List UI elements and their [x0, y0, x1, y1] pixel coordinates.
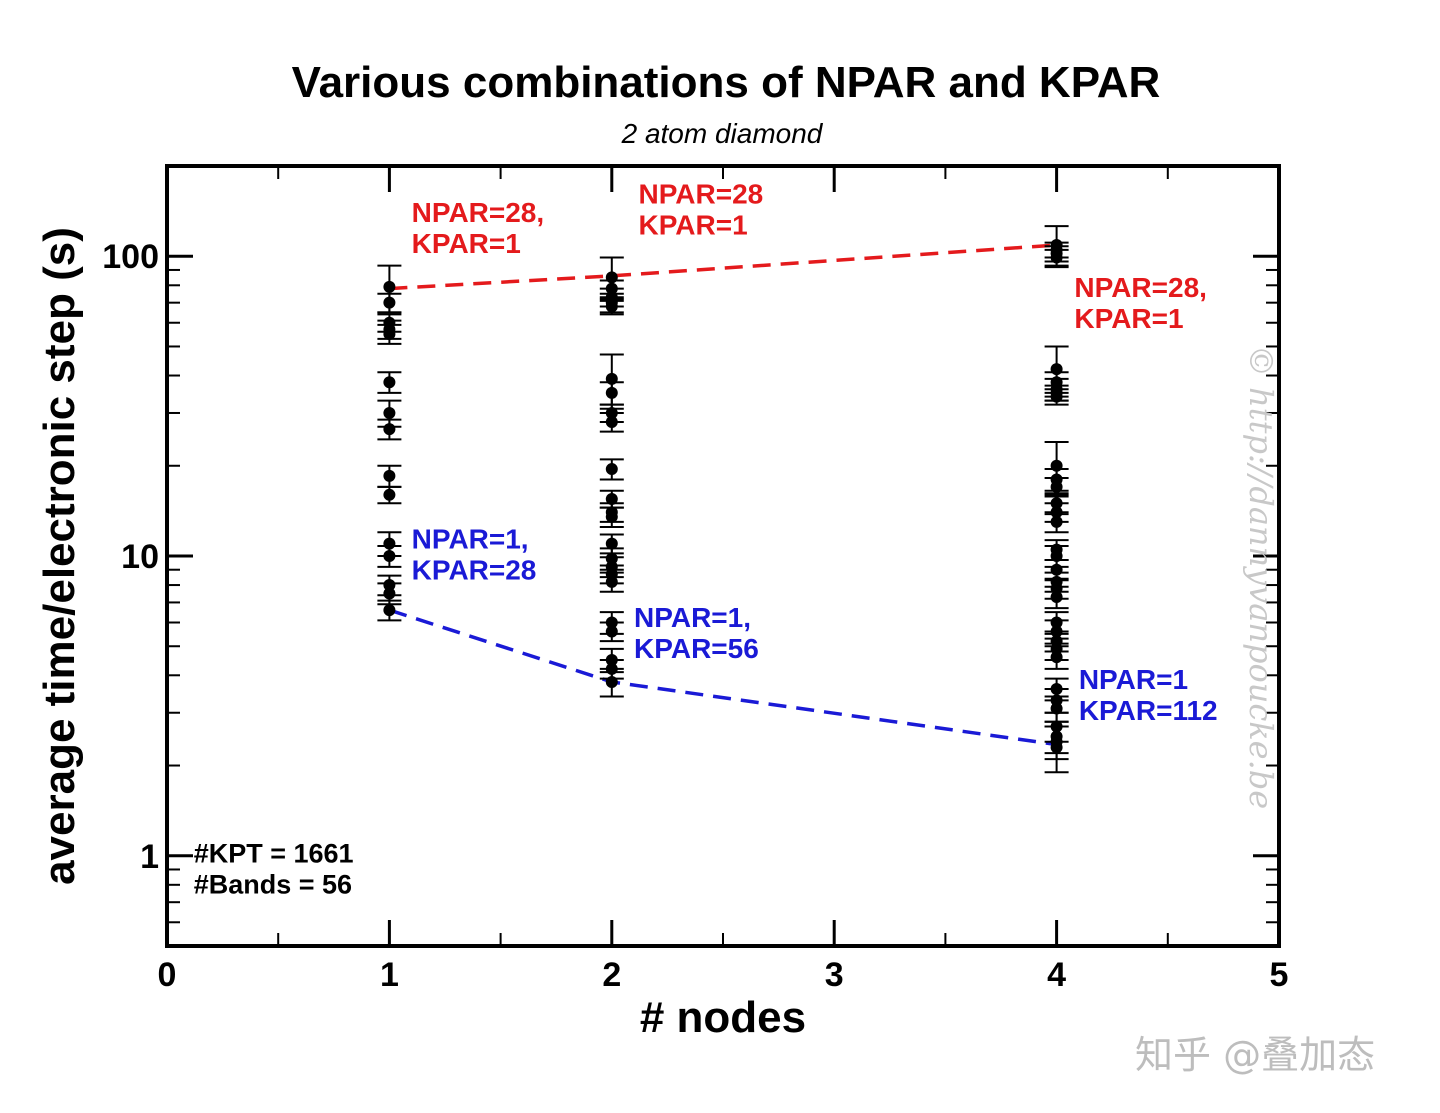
data-point	[377, 371, 402, 394]
y-tick-label: 100	[102, 238, 159, 276]
series-annotation: NPAR=28, KPAR=1	[1074, 272, 1207, 334]
series-annotation: NPAR=28 KPAR=1	[638, 178, 763, 240]
x-tick-label: 1	[380, 956, 399, 994]
x-tick-label: 0	[158, 956, 177, 994]
data-marker	[1050, 651, 1063, 664]
data-point	[599, 571, 624, 593]
y-tick-label: 10	[121, 538, 159, 576]
annotation-line: NPAR=28,	[1074, 272, 1207, 303]
data-marker	[605, 537, 618, 550]
data-marker	[605, 492, 618, 505]
data-marker	[605, 386, 618, 399]
data-marker	[1050, 590, 1063, 603]
x-tick-label: 3	[825, 956, 844, 994]
data-marker	[605, 463, 618, 476]
data-marker	[605, 415, 618, 428]
data-marker	[605, 300, 618, 313]
data-point	[377, 323, 402, 345]
y-tick-label: 1	[140, 838, 159, 876]
x-tick-label: 5	[1270, 956, 1289, 994]
data-point	[1044, 388, 1069, 406]
data-marker	[383, 376, 396, 389]
x-tick-label: 4	[1047, 956, 1066, 994]
data-point	[599, 621, 624, 643]
series-line-1	[389, 243, 1057, 291]
data-marker	[383, 550, 396, 562]
data-point	[377, 292, 402, 314]
data-marker	[605, 510, 618, 523]
data-point	[599, 298, 624, 316]
chart-subtitle: 2 atom diamond	[621, 118, 824, 149]
data-point	[377, 582, 402, 606]
data-point	[377, 599, 402, 622]
annotation-line: NPAR=1,	[412, 523, 529, 554]
annotation-line: NPAR=28	[638, 178, 763, 209]
brand-watermark: 知乎 @叠加态	[1135, 1033, 1375, 1077]
annotation-line: KPAR=112	[1079, 695, 1218, 726]
data-marker	[383, 296, 396, 309]
data-marker	[605, 575, 618, 588]
x-axis-label: # nodes	[640, 993, 806, 1042]
data-marker	[1050, 480, 1063, 493]
y-axis-label: average time/electronic step (s)	[35, 227, 84, 885]
data-marker	[383, 328, 396, 341]
annotation-line: NPAR=28,	[412, 197, 545, 228]
chart-title: Various combinations of NPAR and KPAR	[292, 58, 1161, 107]
data-point	[1044, 511, 1069, 534]
data-marker	[605, 675, 618, 688]
plot-frame	[165, 164, 1281, 948]
data-marker	[1050, 251, 1063, 264]
data-marker	[383, 587, 396, 600]
series-annotation: NPAR=1, KPAR=56	[634, 602, 759, 664]
data-point	[599, 506, 624, 528]
data-point	[599, 381, 624, 406]
data-point	[1044, 248, 1069, 267]
annotation-line: NPAR=1,	[634, 602, 751, 633]
data-point	[377, 418, 402, 441]
data-point	[599, 411, 624, 433]
series-annotation: NPAR=28, KPAR=1	[412, 197, 545, 259]
annotation-line: KPAR=56	[634, 633, 759, 664]
data-point	[1044, 645, 1069, 670]
data-marker	[383, 280, 396, 293]
data-point	[599, 667, 624, 698]
data-point	[599, 458, 624, 481]
data-marker	[1050, 741, 1063, 754]
x-tick-label: 2	[602, 956, 621, 994]
data-point	[377, 464, 402, 488]
info-note: #KPT = 1661 #Bands = 56	[194, 838, 354, 899]
copyright-watermark: © http://dannyvanpoucke.be	[1242, 345, 1280, 809]
data-marker	[1050, 702, 1063, 715]
data-point	[1044, 725, 1069, 774]
data-marker	[383, 488, 396, 501]
data-point	[377, 544, 402, 568]
annotation-line: KPAR=1	[1074, 303, 1183, 334]
data-marker	[1050, 390, 1063, 403]
annotation-line: #KPT = 1661	[194, 838, 354, 868]
data-point	[1044, 585, 1069, 610]
annotation-line: KPAR=28	[412, 554, 537, 585]
data-marker	[383, 406, 396, 419]
annotation-line: KPAR=1	[412, 228, 521, 259]
data-marker	[1050, 515, 1063, 528]
data-point	[377, 485, 402, 505]
series-annotation: NPAR=1 KPAR=112	[1079, 664, 1218, 726]
data-marker	[383, 469, 396, 482]
data-point	[1044, 477, 1069, 498]
series-annotation: NPAR=1, KPAR=28	[412, 523, 537, 585]
annotation-line: KPAR=1	[638, 209, 747, 240]
annotation-line: NPAR=1	[1079, 664, 1188, 695]
data-marker	[383, 423, 396, 436]
data-marker	[383, 604, 396, 617]
data-marker	[605, 625, 618, 638]
annotation-line: #Bands = 56	[194, 869, 352, 899]
